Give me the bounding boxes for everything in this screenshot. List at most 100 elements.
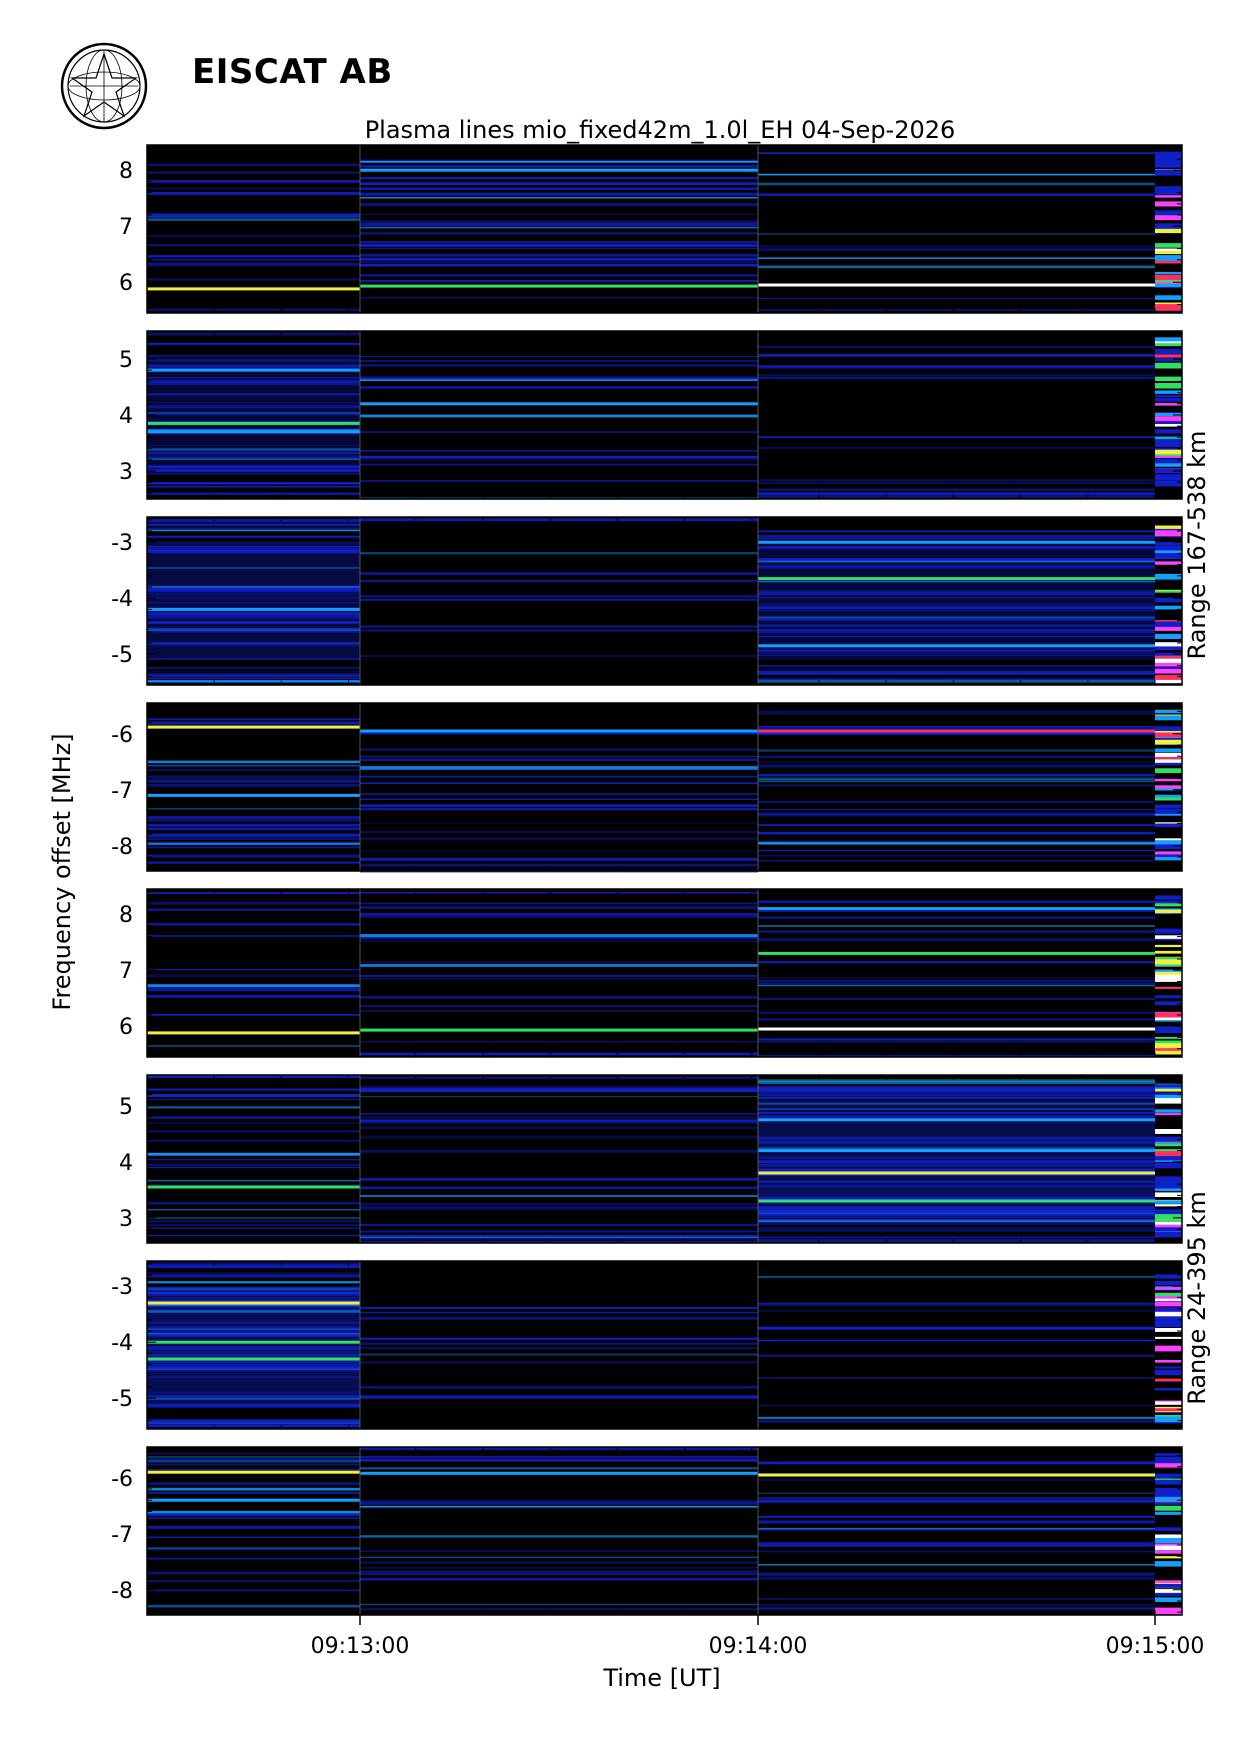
intensity-strip — [1155, 678, 1182, 684]
noise-band — [147, 1296, 360, 1299]
noise-band — [758, 1607, 1155, 1610]
eiscat-logo — [60, 42, 148, 130]
noise-band — [147, 536, 360, 539]
intensity-strip — [1155, 1012, 1182, 1018]
noise-band — [758, 761, 1155, 764]
noise-band — [758, 1115, 1155, 1118]
intensity-strip — [1155, 159, 1182, 166]
noise-band — [360, 964, 758, 967]
intensity-strip — [1155, 1209, 1182, 1215]
noise-band — [758, 1038, 1155, 1041]
noise-band — [758, 779, 1155, 783]
noise-band — [360, 579, 758, 582]
noise-band — [147, 1217, 360, 1219]
intensity-strip — [1155, 1388, 1182, 1391]
noise-band — [758, 1597, 1155, 1600]
intensity-strip — [1155, 304, 1182, 310]
noise-band — [147, 1369, 360, 1372]
noise-band — [147, 1265, 360, 1269]
noise-band — [360, 1342, 758, 1345]
noise-band — [360, 1503, 758, 1505]
panel-6: -3 -4 -5 — [111, 1260, 1183, 1430]
intensity-strip — [1155, 186, 1182, 189]
noise-band — [758, 931, 1155, 933]
noise-band — [147, 215, 360, 218]
noise-band — [758, 815, 1155, 817]
intensity-strip — [1155, 1156, 1182, 1161]
plasma-line — [758, 644, 1155, 648]
y-tick-label: -8 — [111, 835, 133, 860]
noise-band — [147, 1406, 360, 1408]
noise-fill — [758, 542, 1155, 660]
noise-band — [147, 377, 360, 379]
intensity-strip — [1155, 1473, 1182, 1479]
noise-band — [147, 846, 360, 849]
noise-band — [758, 308, 1155, 311]
intensity-strip — [1155, 1084, 1182, 1088]
panels-group: 6 7 8 3 4 5 -3 -4 -5 -6 -7 -8 6 7 8 3 4 5 -3 -4 -5 -6 -7 -8 — [111, 144, 1183, 1616]
intensity-strip — [1155, 250, 1182, 255]
noise-band — [758, 800, 1155, 803]
intensity-strip — [1155, 748, 1182, 752]
noise-band — [147, 1536, 360, 1538]
intensity-strip — [1155, 959, 1182, 965]
noise-band — [147, 308, 360, 311]
intensity-strip — [1155, 1597, 1182, 1602]
intensity-strip — [1155, 1029, 1182, 1034]
noise-band — [147, 1391, 360, 1394]
noise-band — [360, 1337, 758, 1340]
intensity-strip — [1155, 1129, 1182, 1134]
intensity-strip — [1155, 449, 1182, 455]
intensity-strip — [1155, 476, 1182, 481]
intensity-strip — [1155, 455, 1182, 458]
noise-band — [360, 1608, 758, 1611]
intensity-strip — [1155, 1592, 1182, 1596]
noise-band — [758, 1462, 1155, 1464]
noise-band — [147, 541, 360, 544]
intensity-strip — [1155, 436, 1182, 440]
noise-band — [758, 1108, 1155, 1110]
noise-band — [147, 1311, 360, 1313]
noise-band — [758, 1515, 1155, 1518]
intensity-strip — [1155, 1461, 1182, 1464]
noise-band — [360, 1195, 758, 1197]
panel-4: 6 7 8 — [119, 888, 1183, 1058]
intensity-strip — [1155, 228, 1182, 234]
intensity-strip — [1155, 1545, 1182, 1551]
noise-band — [147, 1304, 360, 1307]
noise-band — [758, 654, 1155, 656]
plasma-line — [147, 1340, 360, 1344]
noise-band — [147, 1292, 360, 1296]
noise-band — [758, 603, 1155, 607]
y-tick-label: -4 — [111, 587, 133, 612]
noise-band — [147, 601, 360, 604]
intensity-strip — [1155, 169, 1182, 176]
noise-fill — [147, 1286, 360, 1404]
intensity-strip — [1155, 1226, 1182, 1232]
intensity-strip — [1155, 1589, 1182, 1593]
noise-band — [360, 1053, 758, 1056]
panel-frame — [146, 1074, 1183, 1244]
intensity-strip — [1155, 1490, 1182, 1497]
noise-band — [758, 265, 1155, 269]
noise-band — [758, 670, 1155, 674]
y-tick-label: 5 — [119, 348, 133, 373]
intensity-strip — [1155, 1502, 1182, 1505]
noise-band — [758, 1210, 1155, 1213]
intensity-strip — [1155, 1580, 1182, 1583]
intensity-strip — [1155, 349, 1182, 355]
intensity-strip — [1155, 553, 1182, 559]
noise-band — [758, 1040, 1155, 1042]
noise-band — [147, 587, 360, 591]
y-tick-label: -6 — [111, 723, 133, 748]
intensity-strip — [1155, 1292, 1182, 1298]
intensity-strip — [1155, 260, 1182, 264]
noise-band — [758, 939, 1155, 942]
noise-band — [758, 630, 1155, 632]
noise-band — [360, 1456, 758, 1459]
noise-band — [147, 1525, 360, 1528]
noise-band — [360, 1502, 758, 1505]
noise-band — [147, 1274, 360, 1277]
noise-band — [360, 1353, 758, 1356]
noise-band — [360, 1230, 758, 1233]
